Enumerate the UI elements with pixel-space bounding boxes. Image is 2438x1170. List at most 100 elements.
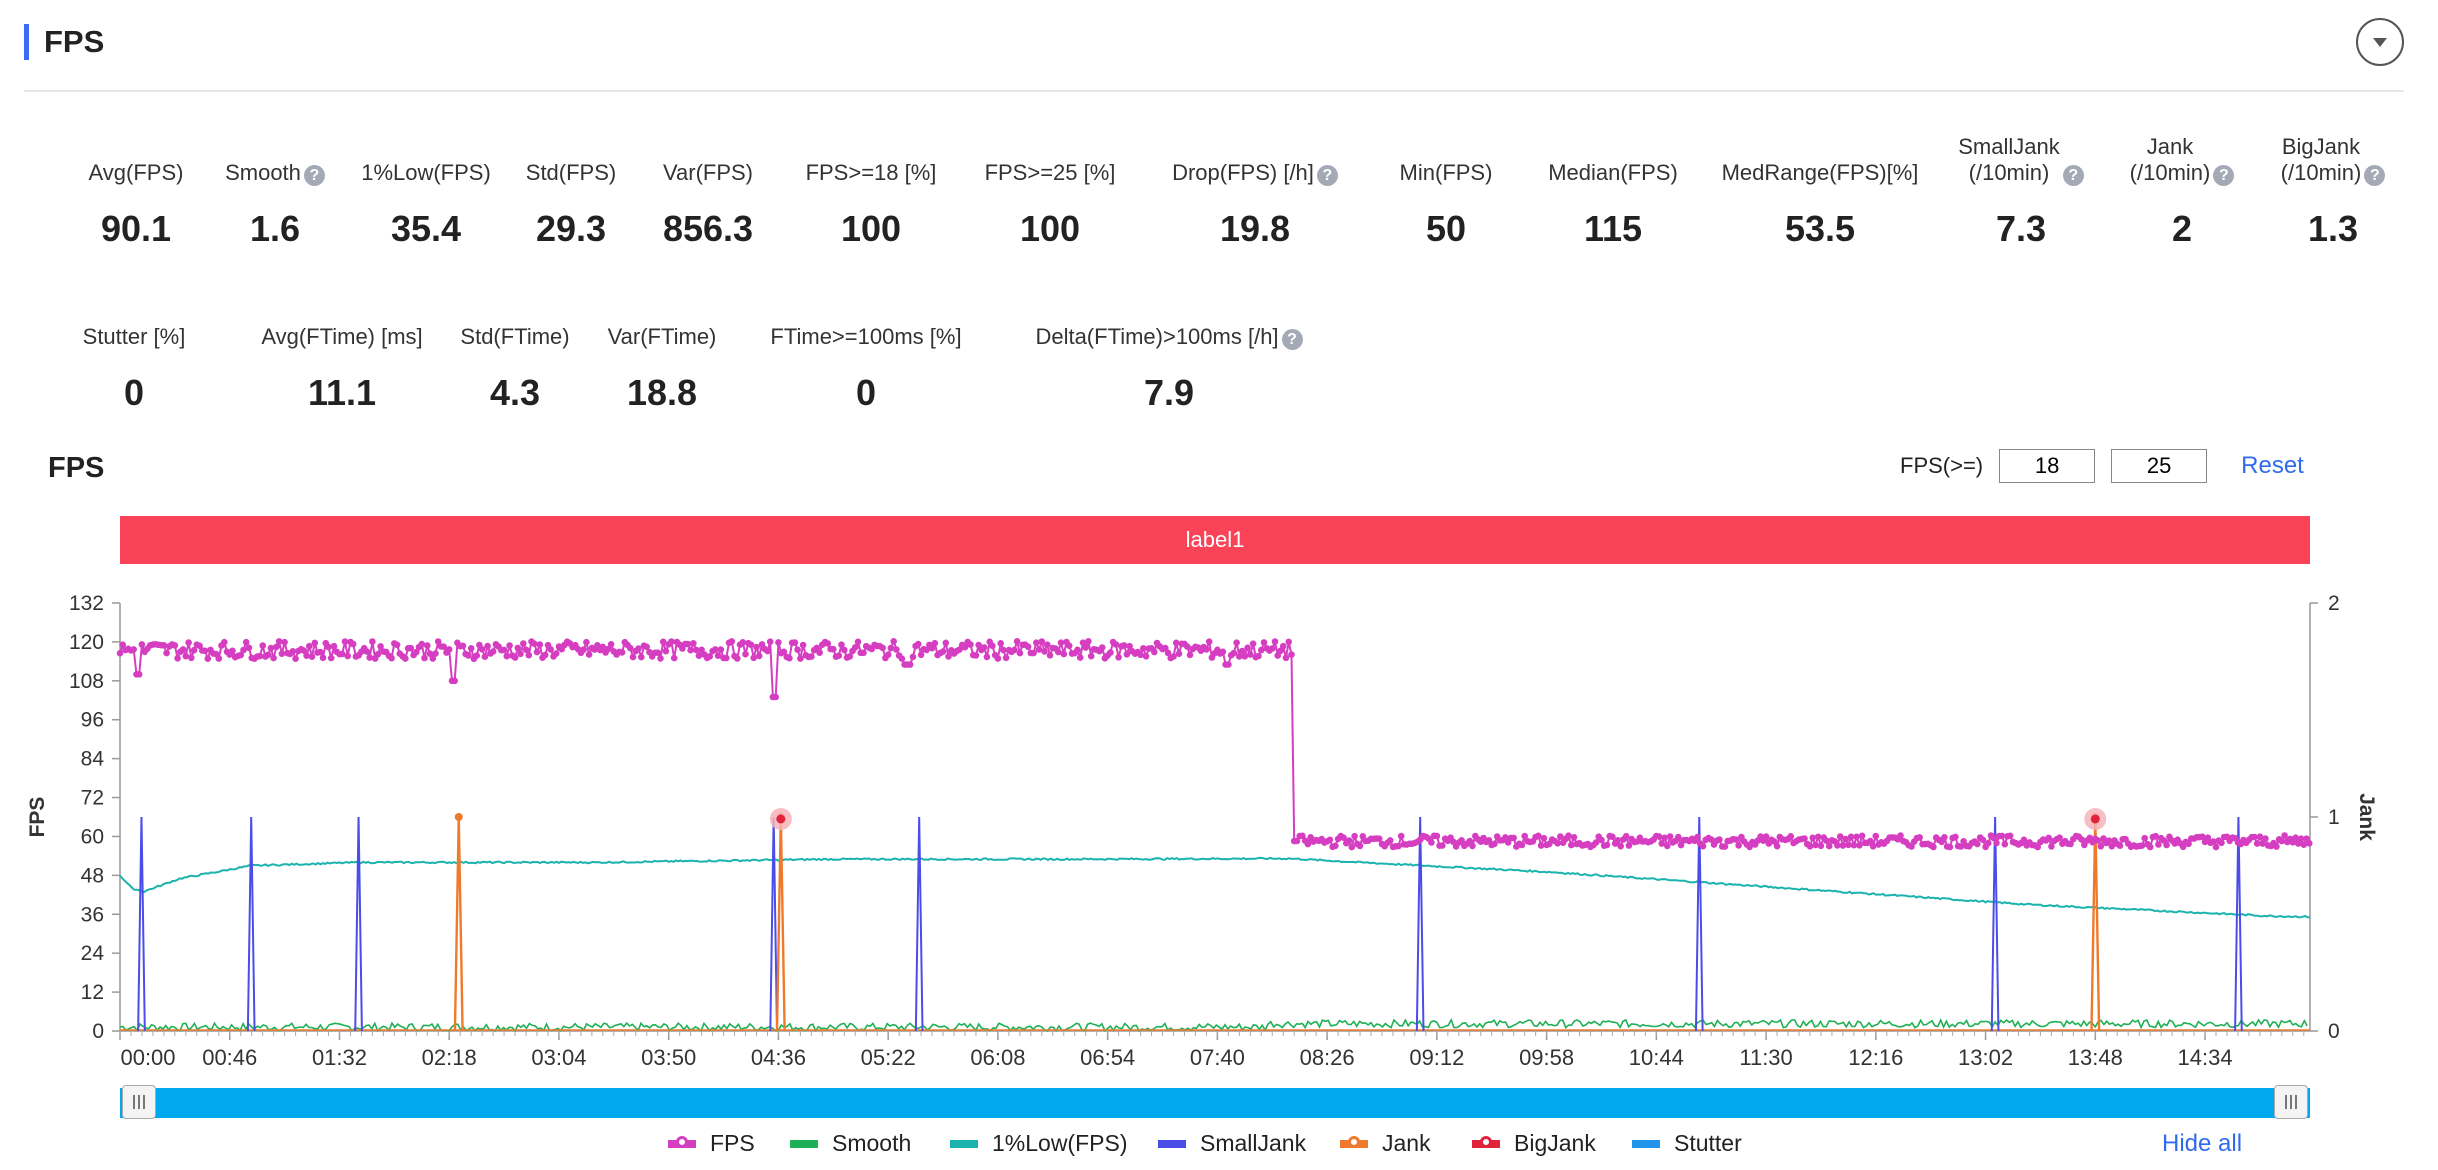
fps-point <box>413 648 420 656</box>
time-range-slider[interactable] <box>120 1085 2310 1119</box>
fps-point <box>319 654 327 662</box>
fps-point <box>256 652 264 660</box>
fps-point <box>520 640 527 647</box>
fps-point <box>1244 644 1251 652</box>
hide-all-button[interactable]: Hide all <box>2162 1130 2243 1157</box>
help-icon[interactable]: ? <box>2364 165 2386 186</box>
legend-item-fps[interactable]: FPS <box>668 1130 755 1157</box>
fps-point <box>1666 833 1674 840</box>
fps-point <box>1041 648 1048 655</box>
fps-point <box>1082 644 1089 651</box>
legend-swatch-icon <box>1632 1139 1660 1148</box>
legend-item-bigjank[interactable]: BigJank <box>1472 1130 1596 1157</box>
fps-threshold-label: FPS(>=) <box>1900 453 1984 478</box>
fps-point <box>138 641 146 648</box>
fps-point <box>1675 833 1682 841</box>
fps-point <box>434 638 442 645</box>
fps-point <box>273 643 280 651</box>
legend-item-jank[interactable]: Jank <box>1340 1130 1431 1157</box>
fps-point <box>734 655 741 662</box>
fps-point <box>723 654 730 662</box>
smalljank-spike <box>1415 816 1425 1032</box>
fps-point <box>1255 652 1262 660</box>
fps-point <box>1002 654 1010 662</box>
fps-point <box>533 648 541 656</box>
slider-left-handle[interactable] <box>122 1085 156 1119</box>
fps-point <box>341 638 349 645</box>
y-tick-label: 0 <box>92 1020 104 1043</box>
fps-point <box>1658 840 1666 847</box>
legend-label: SmallJank <box>1200 1130 1307 1156</box>
fps-point <box>2105 837 2113 844</box>
fps-point <box>130 646 137 653</box>
help-icon[interactable]: ? <box>2062 165 2084 186</box>
fps-point <box>215 655 223 662</box>
help-icon[interactable]: ? <box>303 165 325 186</box>
x-tick-label: 07:40 <box>1190 1045 1245 1070</box>
fps-point <box>739 639 747 646</box>
x-tick-label: 01:32 <box>312 1045 367 1070</box>
fps-point <box>942 639 950 647</box>
metric-label: SmallJank (/10min)? <box>1940 126 2102 186</box>
metric-label-text: Jank (/10min) <box>2129 134 2211 185</box>
fps-point <box>643 643 650 651</box>
fps-point <box>1351 832 1358 840</box>
jank-spike <box>2090 816 2101 1032</box>
fps-point <box>917 651 925 659</box>
fps-point <box>1537 842 1545 849</box>
metric-label: Median(FPS) <box>1524 126 1702 186</box>
fps-point <box>292 655 299 662</box>
fps-point <box>816 649 823 656</box>
help-icon[interactable]: ? <box>2213 165 2235 186</box>
x-tick-label: 03:50 <box>641 1045 696 1070</box>
fps-point <box>1787 833 1795 840</box>
fps-threshold-1-input[interactable] <box>1999 449 2096 483</box>
collapse-button[interactable] <box>2356 18 2404 66</box>
fps-point <box>997 640 1004 647</box>
metric-fps>=18: FPS>=18 [%] 100 <box>782 126 960 250</box>
fps-point <box>1304 840 1312 848</box>
metric-value: 7.3 <box>1995 208 2047 249</box>
label-bar[interactable]: label1 <box>120 516 2310 564</box>
fps-point <box>2292 834 2299 841</box>
reset-button[interactable]: Reset <box>2241 452 2304 479</box>
fps-point <box>1386 837 1394 844</box>
fps-point <box>229 647 236 655</box>
fps-point <box>906 661 914 668</box>
smalljank-spike <box>2234 816 2243 1032</box>
slider-right-handle[interactable] <box>2274 1085 2308 1119</box>
fps-point <box>846 653 854 660</box>
fps-point <box>1085 638 1092 645</box>
help-icon[interactable]: ? <box>1316 165 1338 186</box>
fps-point <box>1466 837 1474 845</box>
legend-item-1-low-fps-[interactable]: 1%Low(FPS) <box>950 1130 1127 1157</box>
fps-threshold-2-input[interactable] <box>2111 449 2208 483</box>
fps-point <box>706 653 714 660</box>
fps-point <box>580 646 587 653</box>
fps-point <box>2256 833 2264 840</box>
fps-point <box>259 642 267 649</box>
metric-label-text: Var(FPS) <box>662 160 754 185</box>
help-icon[interactable]: ? <box>1281 329 1303 350</box>
fps-point <box>1112 641 1120 648</box>
fps-point <box>1540 834 1548 842</box>
metric-value: 115 <box>1583 208 1643 249</box>
fps-point <box>1806 843 1814 850</box>
legend-swatch-icon <box>790 1139 818 1148</box>
fps-point <box>1205 638 1213 645</box>
legend-item-smalljank[interactable]: SmallJank <box>1158 1130 1306 1157</box>
fps-point <box>190 646 198 654</box>
legend-item-smooth[interactable]: Smooth <box>790 1130 911 1157</box>
metric-var: Var(FPS) 856.3 <box>636 126 780 250</box>
fps-point <box>1974 840 1981 848</box>
fps-point <box>1249 640 1257 647</box>
fps-point <box>1024 643 1032 650</box>
fps-point <box>1603 841 1611 849</box>
fps-point <box>1836 833 1844 840</box>
fps-point <box>1170 653 1177 660</box>
fps-point <box>684 640 692 648</box>
legend-item-stutter[interactable]: Stutter <box>1632 1130 1742 1157</box>
fps-point <box>240 646 247 654</box>
fps-point <box>311 639 319 647</box>
